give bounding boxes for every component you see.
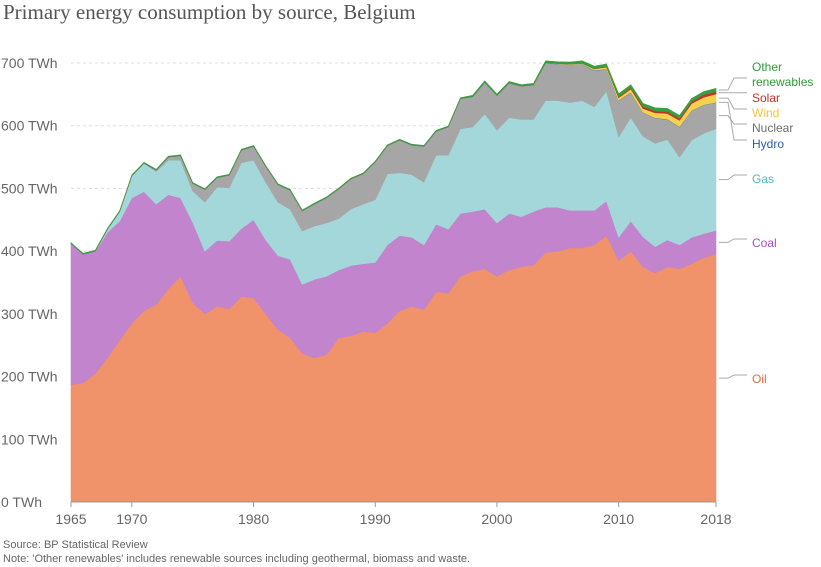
x-tick-label: 2000 [481, 511, 512, 527]
legend-label-wind: Wind [752, 106, 779, 120]
legend-connector [719, 77, 747, 91]
stacked-areas [70, 60, 717, 503]
legend-label-solar: Solar [752, 91, 780, 105]
legend-label-coal: Coal [752, 236, 777, 250]
legend-connector [719, 174, 747, 181]
y-tick-label: 200 TWh [1, 369, 58, 385]
x-axis: 1965 1970 1980 1990 2000 2010 2018 [55, 501, 732, 527]
x-tick-label: 2018 [700, 511, 731, 527]
x-tick-label: 1965 [55, 511, 86, 527]
legend-label-nuclear: Nuclear [752, 121, 793, 135]
y-tick-label: 500 TWh [1, 180, 58, 196]
x-tick-label: 1990 [360, 511, 391, 527]
legend-connector [719, 374, 747, 379]
y-tick-label: 400 TWh [1, 243, 58, 259]
footnote: Note: 'Other renewables' includes renewa… [3, 553, 471, 565]
x-tick-label: 2010 [603, 511, 634, 527]
x-tick-label: 1970 [116, 511, 147, 527]
source-note: Source: BP Statistical Review [3, 539, 148, 551]
legend-label-oil: Oil [752, 372, 767, 386]
legend-connector [719, 115, 747, 125]
legend-connector [719, 238, 747, 243]
y-tick-label: 700 TWh [1, 55, 58, 71]
area-other-renewables [70, 60, 717, 255]
legend-connector [719, 101, 747, 141]
legend-connector [719, 97, 747, 110]
y-tick-label: 0 TWh [1, 494, 42, 510]
chart-title: Primary energy consumption by source, Be… [3, 0, 416, 24]
x-tick-label: 1980 [238, 511, 269, 527]
legend-label-other-renewables: Other renewables [752, 60, 813, 89]
legend-label-gas: Gas [752, 172, 774, 186]
y-axis: 0 TWh 100 TWh 200 TWh 300 TWh 400 TWh 500 TWh… [1, 55, 58, 510]
y-tick-label: 100 TWh [1, 431, 58, 447]
y-tick-label: 300 TWh [1, 306, 58, 322]
legend-label-hydro: Hydro [752, 137, 784, 151]
y-tick-label: 600 TWh [1, 118, 58, 134]
